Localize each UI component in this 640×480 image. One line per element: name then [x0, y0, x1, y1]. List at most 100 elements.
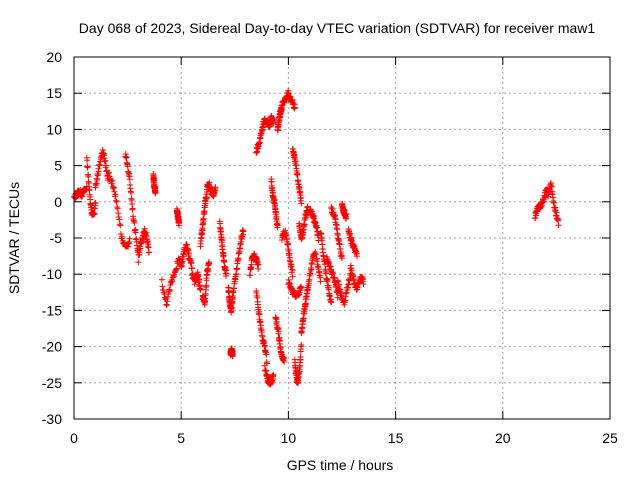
data-point — [337, 286, 344, 293]
y-tick-label: -20 — [42, 339, 62, 355]
data-point — [336, 281, 343, 288]
data-point — [360, 280, 367, 287]
data-point — [257, 318, 264, 325]
data-point — [329, 206, 336, 213]
data-point — [128, 189, 135, 196]
data-point — [188, 265, 195, 272]
grid-lines — [74, 57, 610, 419]
y-axis-label: SDTVAR / TECUs — [6, 182, 22, 294]
data-point — [91, 210, 98, 217]
data-points — [71, 87, 562, 388]
data-point — [317, 278, 324, 285]
data-point — [125, 243, 132, 250]
data-point — [203, 194, 210, 201]
data-point — [291, 104, 298, 111]
data-point — [105, 169, 112, 176]
data-point — [328, 299, 335, 306]
x-tick-label: 15 — [388, 430, 404, 446]
data-point — [532, 215, 539, 222]
data-point — [117, 230, 124, 237]
data-point — [108, 180, 115, 187]
x-tick-label: 10 — [281, 430, 297, 446]
data-point — [297, 353, 304, 360]
data-point — [116, 216, 123, 223]
data-point — [126, 235, 133, 242]
data-point — [324, 276, 331, 283]
y-tick-label: -25 — [42, 375, 62, 391]
data-point — [114, 205, 121, 212]
data-point — [323, 270, 330, 277]
data-point — [275, 328, 282, 335]
data-point — [196, 276, 203, 283]
y-tick-label: -5 — [50, 230, 63, 246]
data-point — [140, 235, 147, 242]
data-point — [110, 185, 117, 192]
data-point — [273, 318, 280, 325]
data-point — [102, 157, 109, 164]
data-point — [79, 193, 86, 200]
data-point — [180, 256, 187, 263]
y-tick-label: 10 — [46, 121, 62, 137]
data-point — [298, 200, 305, 207]
data-point — [270, 371, 277, 378]
data-point — [197, 286, 204, 293]
data-point — [203, 282, 210, 289]
data-point — [294, 171, 301, 178]
x-axis-label: GPS time / hours — [287, 457, 394, 473]
data-point — [555, 222, 562, 229]
data-point — [289, 273, 296, 280]
data-point — [112, 191, 119, 198]
y-tick-label: 0 — [54, 194, 62, 210]
data-point — [145, 244, 152, 251]
data-point — [276, 338, 283, 345]
chart-title: Day 068 of 2023, Sidereal Day-to-day VTE… — [79, 20, 596, 36]
y-tick-label: -30 — [42, 411, 62, 427]
y-tick-label: 20 — [46, 49, 62, 65]
data-point — [289, 267, 296, 274]
data-point — [113, 198, 120, 205]
data-point — [84, 157, 91, 164]
data-point — [113, 197, 120, 204]
data-point — [102, 162, 109, 169]
data-point — [195, 272, 202, 279]
data-point — [281, 358, 288, 365]
data-point — [126, 239, 133, 246]
data-point — [263, 351, 270, 358]
data-point — [206, 259, 213, 266]
x-tick-label: 5 — [177, 430, 185, 446]
data-point — [144, 238, 151, 245]
data-point — [332, 216, 339, 223]
data-point — [185, 247, 192, 254]
data-point — [203, 277, 210, 284]
data-point — [308, 266, 315, 273]
data-point — [298, 341, 305, 348]
axis-ticks: -30 -25 -20 -15 -10 -5 0 5 10 15 20 0 5 10 15 20 25 — [42, 49, 618, 446]
data-point — [173, 265, 180, 272]
data-point — [117, 222, 124, 229]
data-point — [233, 270, 240, 277]
data-point — [115, 210, 122, 217]
x-tick-label: 0 — [70, 430, 78, 446]
data-point — [229, 349, 236, 356]
data-point — [132, 229, 139, 236]
data-point — [123, 154, 130, 161]
data-point — [261, 338, 268, 345]
data-point — [137, 245, 144, 252]
data-point — [124, 163, 131, 170]
data-point — [88, 204, 95, 211]
data-point — [240, 228, 247, 235]
data-point — [115, 213, 122, 220]
data-point — [126, 176, 133, 183]
data-point — [274, 222, 281, 229]
data-point — [135, 259, 142, 266]
data-point — [354, 253, 361, 260]
data-point — [129, 205, 136, 212]
data-point — [125, 240, 132, 247]
data-point — [166, 287, 173, 294]
data-point — [285, 240, 292, 247]
data-point — [298, 284, 305, 291]
data-point — [304, 203, 311, 210]
data-point — [176, 218, 183, 225]
data-point — [247, 272, 254, 279]
data-point — [95, 168, 102, 175]
